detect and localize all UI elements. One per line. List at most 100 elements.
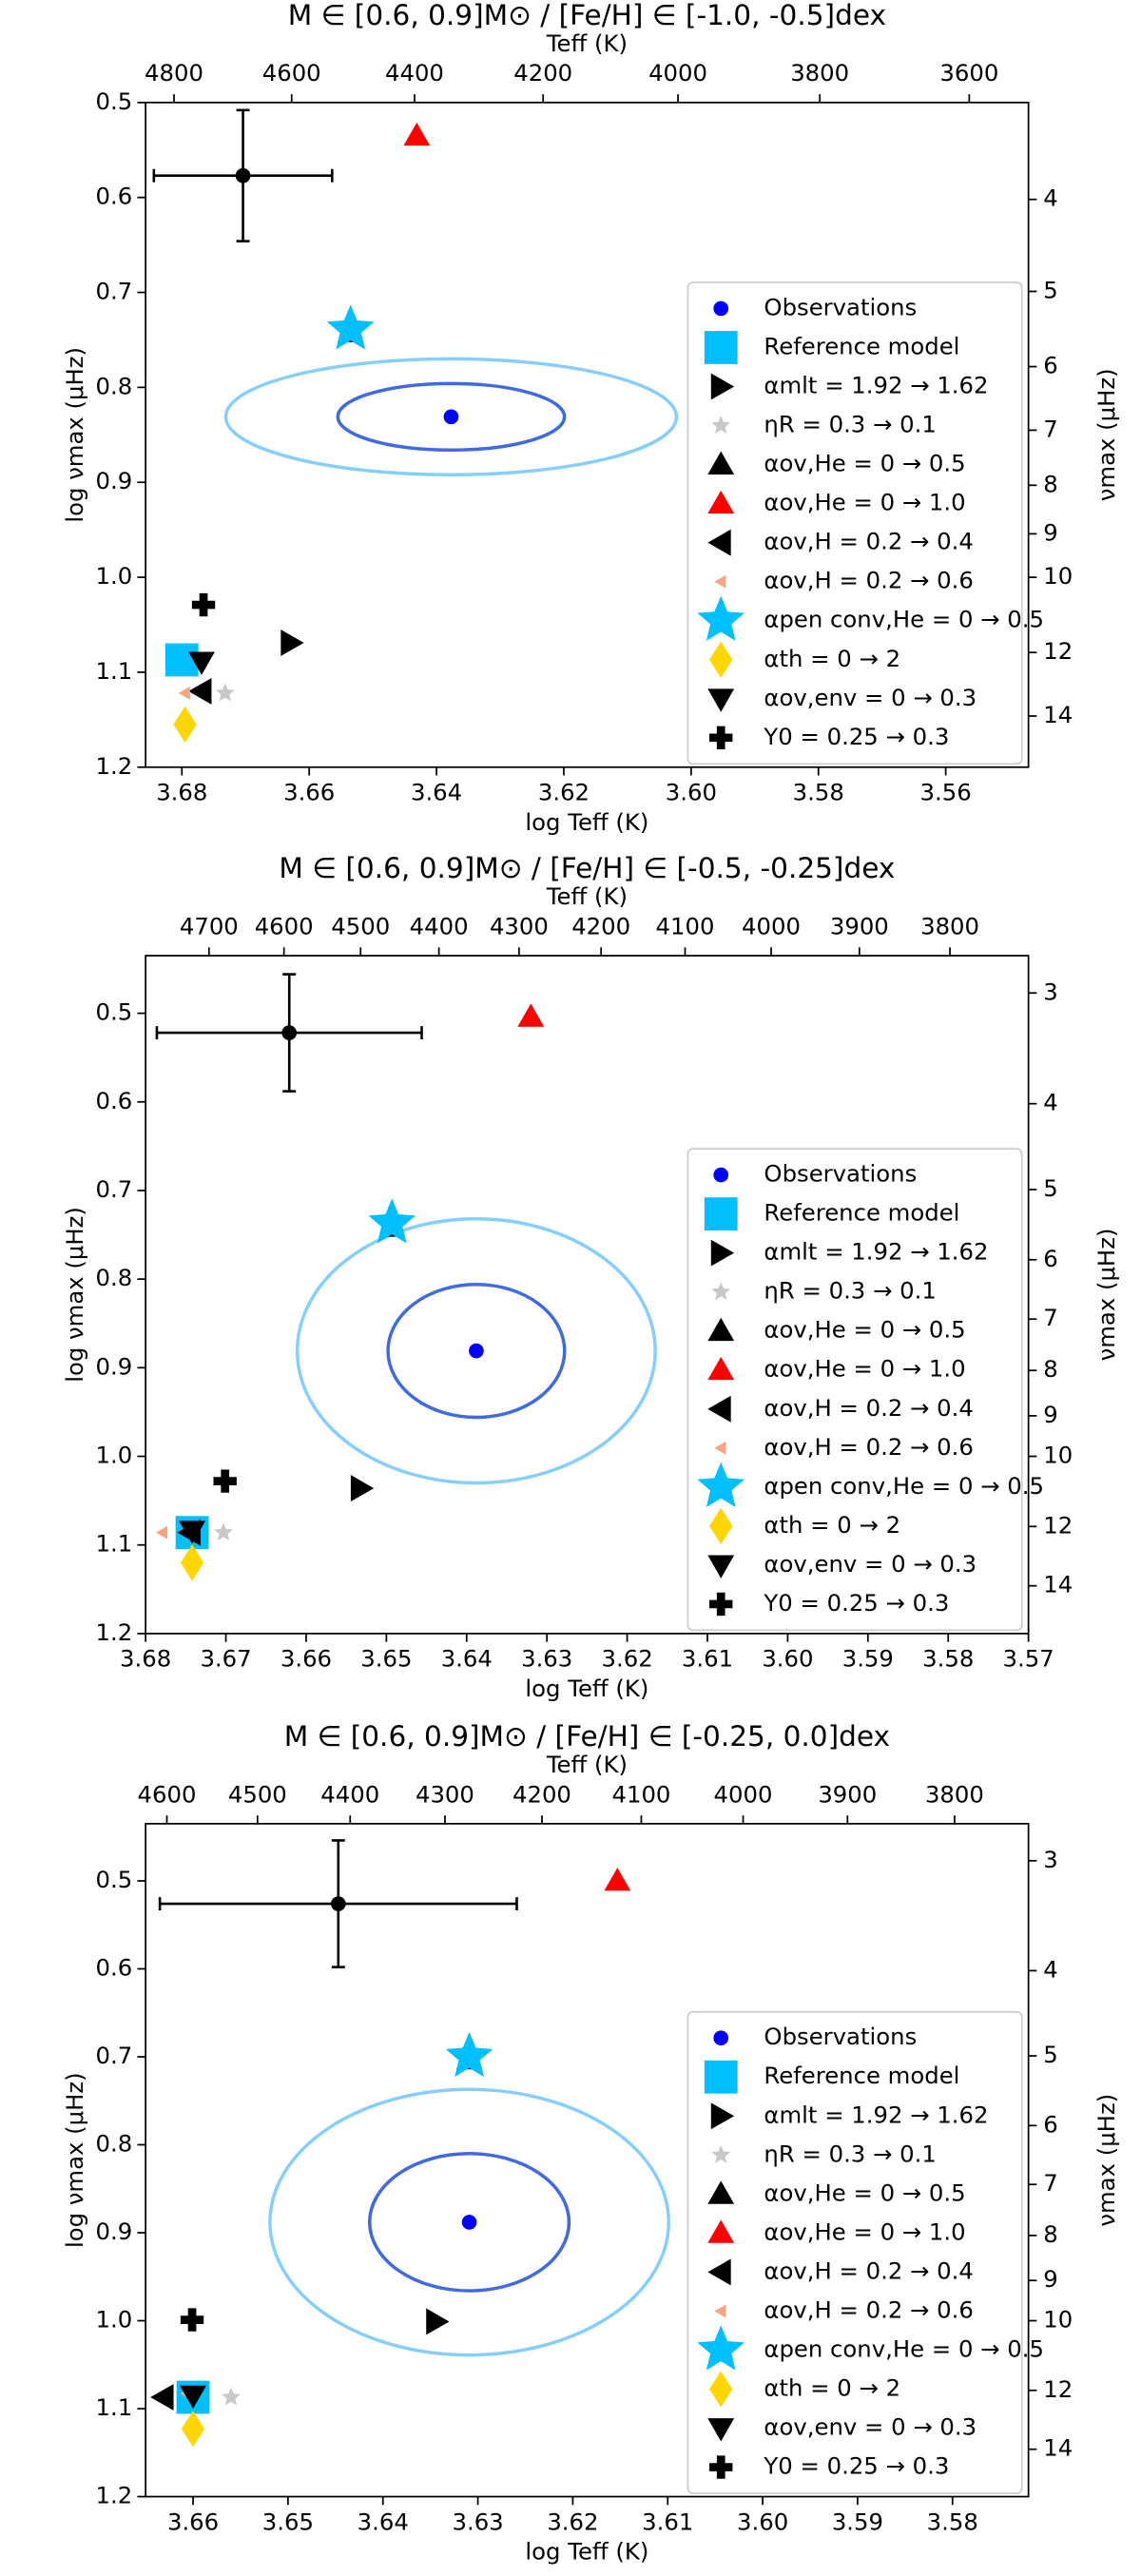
legend-label: αth = 0 → 2 (764, 645, 900, 672)
legend-marker (707, 2258, 731, 2286)
legend-marker (714, 574, 726, 589)
x-tick-label: 3.66 (167, 2508, 219, 2535)
legend-marker (710, 1239, 735, 1267)
x-tick-label: 3.65 (262, 2508, 314, 2535)
y-tick-label: 0.9 (96, 2218, 133, 2245)
marker (604, 1868, 631, 1891)
marker (443, 409, 459, 425)
legend-label: αov,env = 0 → 0.3 (764, 2413, 977, 2441)
y2-tick-label: 14 (1043, 701, 1073, 728)
legend-marker (710, 2102, 735, 2130)
y2-tick-label: 4 (1043, 1089, 1057, 1116)
legend-label: ηR = 0.3 → 0.1 (764, 411, 936, 438)
x2-tick-label: 4500 (331, 912, 390, 939)
y2-tick-label: 12 (1043, 637, 1073, 665)
legend-label: αth = 0 → 2 (764, 1511, 900, 1539)
legend-label: αov,He = 0 → 0.5 (764, 450, 965, 477)
legend-label: Reference model (764, 332, 959, 359)
y-tick-label: 0.5 (96, 87, 133, 115)
y2-tick-label: 5 (1043, 276, 1057, 303)
x-tick-label: 3.61 (642, 2508, 693, 2535)
y2-tick-label: 10 (1043, 2306, 1073, 2334)
marker (445, 2031, 493, 2078)
legend-label: αov,H = 0.2 → 0.4 (764, 2256, 973, 2284)
legend-marker (707, 1395, 731, 1423)
x2-tick-label: 3800 (920, 912, 979, 939)
y-tick-label: 0.9 (96, 1352, 133, 1380)
x-tick-label: 3.58 (793, 779, 844, 806)
legend-marker (707, 529, 731, 556)
x-tick-label: 3.61 (682, 1645, 733, 1673)
legend-marker (709, 726, 733, 750)
legend-box (687, 1148, 1023, 1632)
y2-tick-label: 4 (1043, 1955, 1057, 1983)
marker (517, 1003, 545, 1027)
y-tick-label: 1.2 (96, 2482, 133, 2509)
x2-tick-label: 4600 (255, 912, 314, 939)
y-tick-label: 1.1 (96, 657, 133, 685)
x2-tick-label: 4200 (571, 912, 630, 939)
y2-tick-label: 8 (1043, 2220, 1057, 2248)
marker (461, 2215, 477, 2230)
legend-label: αpen conv,He = 0 → 0.5 (764, 1472, 1044, 1500)
legend-label: Y0 = 0.25 → 0.3 (763, 723, 949, 750)
x-tick-label: 3.67 (200, 1645, 251, 1673)
marker (213, 1469, 237, 1493)
y2-tick-label: 8 (1043, 1355, 1057, 1383)
y2-tick-label: 5 (1043, 2041, 1057, 2068)
y-tick-label: 1.1 (96, 2393, 133, 2421)
marker (214, 1522, 233, 1541)
contour-ellipse (368, 2152, 571, 2293)
legend-marker (714, 2304, 726, 2318)
contour-ellipse (268, 2087, 670, 2357)
y-tick-label: 0.6 (96, 183, 133, 210)
legend-label: αov,He = 0 → 1.0 (764, 489, 965, 516)
legend-label: αov,He = 0 → 1.0 (764, 2218, 965, 2245)
legend-label: αov,H = 0.2 → 0.4 (764, 1394, 973, 1422)
legend-marker (697, 2325, 745, 2371)
x2-tick-label: 4700 (180, 912, 239, 939)
legend-marker (707, 1555, 735, 1579)
legend-marker (713, 300, 729, 317)
legend-marker (697, 595, 745, 641)
error-point (330, 1896, 346, 1911)
y2-tick-label: 7 (1043, 2169, 1057, 2197)
legend-marker (707, 688, 735, 712)
legend-marker (711, 2144, 731, 2163)
legend-label: αmlt = 1.92 → 1.62 (764, 2101, 988, 2128)
y2-tick-label: 6 (1043, 352, 1057, 379)
legend-label: αov,H = 0.2 → 0.6 (764, 2295, 973, 2323)
legend-label: αpen conv,He = 0 → 0.5 (764, 2334, 1044, 2362)
y-tick-label: 0.8 (96, 372, 133, 399)
legend-marker (714, 1441, 726, 1455)
marker (350, 1475, 375, 1501)
y2-tick-label: 14 (1043, 1571, 1073, 1598)
legend-marker (709, 2455, 733, 2479)
legend-marker (707, 490, 735, 514)
legend-marker (707, 2418, 735, 2442)
legend-label: αov,env = 0 → 0.3 (764, 1550, 977, 1578)
legend-label: αov,H = 0.2 → 0.6 (764, 567, 973, 594)
legend-marker (713, 1167, 729, 1183)
marker (181, 2411, 205, 2448)
x-tick-label: 3.68 (156, 779, 207, 806)
legend-label: αmlt = 1.92 → 1.62 (764, 372, 988, 399)
legend-marker (713, 2030, 729, 2046)
chart-title: M ∈ [0.6, 0.9]M⊙ / [Fe/H] ∈ [-0.25, 0.0]… (284, 1720, 890, 1753)
x-tick-label: 3.66 (280, 1645, 332, 1673)
x2-tick-label: 4000 (742, 912, 801, 939)
marker (215, 683, 235, 702)
legend-label: αov,env = 0 → 0.3 (764, 684, 977, 711)
plot-frame (145, 1822, 1030, 2498)
x2-tick-label: 3800 (790, 59, 849, 87)
contour-ellipse (336, 381, 567, 453)
legend-label: αmlt = 1.92 → 1.62 (764, 1238, 988, 1266)
legend-marker (711, 1282, 731, 1301)
x2-tick-label: 4500 (228, 1780, 287, 1808)
x2-tick-label: 4400 (320, 1780, 379, 1808)
x2-axis-title: Teff (K) (546, 1751, 628, 1778)
y2-tick-label: 6 (1043, 1245, 1057, 1272)
y-tick-label: 0.8 (96, 2130, 133, 2158)
y2-tick-label: 9 (1043, 2265, 1057, 2293)
